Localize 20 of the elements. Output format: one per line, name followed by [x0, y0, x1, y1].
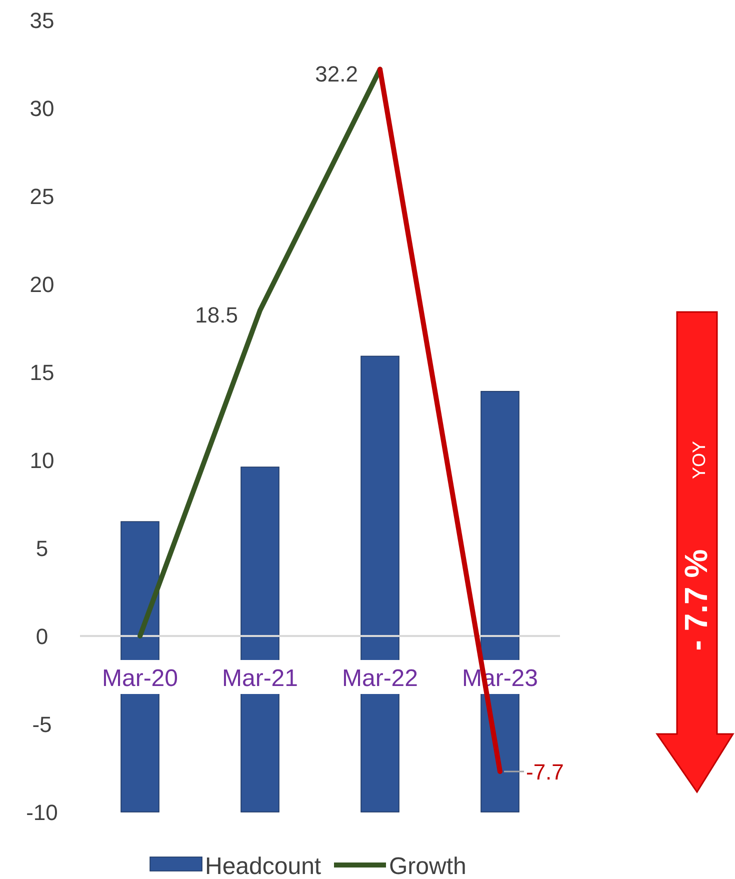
y-tick-label: 0 — [36, 624, 48, 649]
data-label: 32.2 — [315, 61, 358, 86]
y-tick-label: -5 — [32, 712, 52, 737]
text: YOY — [689, 440, 709, 480]
legend-label: Growth — [389, 853, 466, 879]
x-tick-label: Mar-21 — [222, 665, 298, 692]
x-tick-label: Mar-22 — [342, 665, 418, 692]
y-tick-label: -10 — [26, 800, 58, 825]
y-tick-label: 30 — [30, 96, 54, 121]
y-tick-label: 5 — [36, 536, 48, 561]
y-tick-label: 25 — [30, 184, 54, 209]
legend-label: Headcount — [205, 853, 322, 879]
y-tick-label: 15 — [30, 360, 54, 385]
y-tick-label: 20 — [30, 272, 54, 297]
text: - 7.7 % — [678, 549, 714, 651]
x-tick-label: Mar-20 — [102, 665, 178, 692]
y-tick-label: 35 — [30, 8, 54, 33]
data-label: 18.5 — [195, 302, 238, 328]
data-label: -7.7 — [526, 760, 564, 785]
y-tick-label: 10 — [30, 448, 54, 473]
